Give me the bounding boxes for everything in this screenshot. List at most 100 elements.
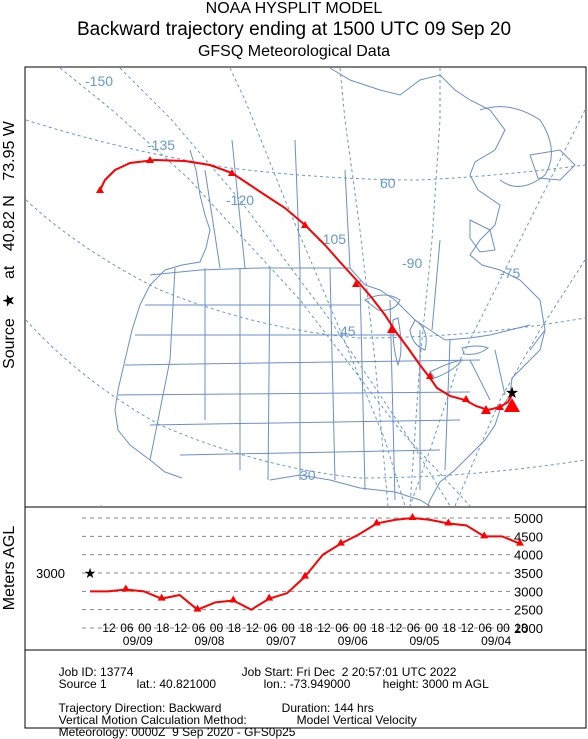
map-panel: -150 -135 -120 -105 -90 -75 60 45 30 [26, 68, 585, 506]
height-marker [516, 538, 524, 546]
state-border [117, 391, 471, 396]
hour-tick-label: 00 [281, 621, 295, 635]
lake-michigan [392, 317, 402, 367]
trajectory-marker [352, 280, 360, 287]
trajectory-marker [496, 403, 504, 410]
boundaries [114, 68, 576, 506]
hour-tick-label: 06 [407, 621, 421, 635]
hour-tick-label: 12 [102, 621, 116, 635]
height-tick-label: 5000 [514, 511, 543, 526]
hour-tick-label: 12 [174, 621, 188, 635]
model-title: NOAA HYSPLIT MODEL [205, 0, 383, 17]
meridian-label: -120 [226, 192, 254, 208]
lake-huron [409, 319, 427, 351]
meridian-line [59, 68, 471, 506]
vertical-motion-label: Vertical Motion Calculation Method: [58, 713, 247, 727]
parallel-line [100, 505, 104, 506]
source-number: Source 1 [58, 677, 107, 691]
height-marker [193, 604, 202, 612]
meridian-label: -90 [402, 255, 422, 271]
meridian-label: -75 [500, 265, 520, 281]
state-border [267, 267, 271, 481]
state-border [444, 339, 451, 471]
meridian-line [409, 109, 585, 506]
date-label: 09/06 [338, 634, 368, 648]
meridian-label: -105 [318, 231, 346, 247]
state-border [469, 359, 491, 401]
meridian-label: -150 [85, 73, 113, 89]
height-tick-labels: 5000 4500 4000 3500 3000 2500 2000 [514, 511, 543, 636]
hour-tick-label: 18 [156, 621, 170, 635]
province-border [231, 139, 246, 269]
lake-outline [469, 219, 496, 253]
trajectory-marker [462, 395, 470, 402]
date-label: 09/08 [194, 634, 224, 648]
state-border [179, 449, 441, 456]
hour-tick-label: 18 [299, 621, 313, 635]
parallel-line [26, 119, 585, 181]
source-star-icon: ★ [505, 385, 519, 402]
hudson-bay-coastline [329, 68, 546, 351]
province-border [294, 139, 301, 269]
date-label: 09/04 [481, 634, 511, 648]
state-border [124, 359, 481, 366]
height-markers [121, 513, 524, 612]
date-label: 09/07 [266, 634, 296, 648]
trajectory-marker [504, 398, 520, 412]
hour-tick-label: 00 [496, 621, 510, 635]
height-marker [301, 571, 309, 579]
hour-tick-label: 12 [389, 621, 403, 635]
state-border [359, 279, 366, 491]
hour-tick-label: 00 [425, 621, 439, 635]
footer-frame [24, 649, 587, 729]
meteorology-title: GFSQ Meteorological Data [197, 43, 391, 60]
parallel-line [26, 319, 585, 479]
trajectory-duration: Duration: 144 hrs [281, 701, 374, 715]
trajectory-marker [96, 186, 104, 193]
hour-tick-labels: 12 06 00 18 12 06 00 18 12 06 00 18 12 06 00 18 12 06 00 18… [102, 621, 528, 635]
hour-tick-label: 06 [192, 621, 206, 635]
hour-tick-label: 00 [210, 621, 224, 635]
hour-tick-label: 18 [514, 621, 528, 635]
trajectory-marker [387, 324, 397, 333]
hour-tick-label: 12 [246, 621, 260, 635]
source-height-value: height: 3000 m AGL [382, 677, 489, 691]
start-height-label: 3000 [36, 566, 65, 581]
trajectory-title: Backward trajectory ending at 1500 UTC 0… [76, 19, 512, 40]
source-lon: 73.95 W [1, 120, 18, 180]
meridian-line [229, 68, 406, 506]
state-border [329, 267, 336, 481]
date-labels: 09/09 09/08 09/07 09/06 09/05 09/04 [123, 634, 512, 648]
atlantic-coastline [427, 329, 546, 506]
height-marker [121, 584, 130, 592]
hour-tick-label: 00 [138, 621, 152, 635]
parallel-label: 60 [380, 175, 396, 191]
height-marker [372, 518, 381, 526]
height-marker [444, 518, 453, 526]
trajectory-marker [228, 169, 236, 176]
start-star-icon: ★ [84, 565, 97, 581]
meridian-line [454, 259, 585, 506]
hour-tick-label: 00 [353, 621, 367, 635]
hour-tick-label: 18 [228, 621, 242, 635]
lake-superior [364, 294, 401, 311]
hour-tick-label: 06 [479, 621, 493, 635]
state-border [149, 419, 461, 426]
trajectory-direction: Trajectory Direction: Backward [58, 701, 222, 715]
graticule [26, 68, 585, 506]
pacific-coastline [114, 149, 211, 479]
hour-tick-label: 06 [335, 621, 349, 635]
hour-tick-label: 12 [461, 621, 475, 635]
lake-erie [429, 359, 464, 379]
height-marker [480, 531, 489, 539]
hour-tick-label: 12 [317, 621, 331, 635]
island-outline [529, 149, 576, 181]
vertical-motion-value: Model Vertical Velocity [296, 713, 417, 727]
source-lat-value: lat.: 40.821000 [136, 677, 217, 691]
hour-tick-label: 06 [120, 621, 134, 635]
trajectory-markers [96, 156, 520, 414]
height-marker [229, 595, 238, 603]
height-tick-label: 4000 [514, 548, 543, 563]
meridian-line [339, 68, 389, 506]
